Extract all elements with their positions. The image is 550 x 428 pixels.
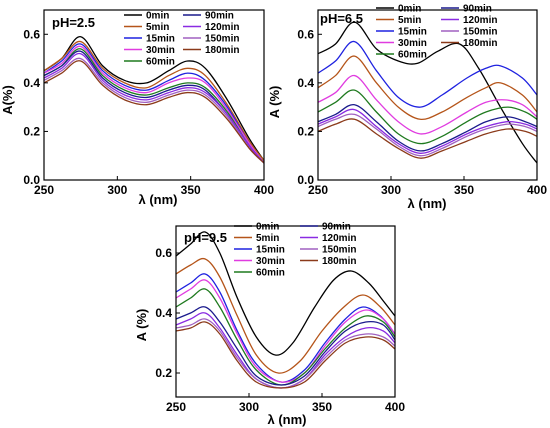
x-tick-label: 400	[385, 400, 405, 414]
x-tick-label: 350	[181, 183, 201, 197]
x-tick-label: 250	[34, 183, 54, 197]
legend-label-180min: 180min	[322, 256, 356, 267]
y-tick-label: 0.4	[23, 76, 40, 90]
panel-label: pH=2.5	[52, 15, 95, 30]
y-tick-label: 0.2	[155, 366, 172, 380]
x-tick-label: 400	[527, 183, 547, 197]
legend-label-180min: 180min	[205, 45, 239, 56]
legend-label-150min: 150min	[205, 34, 239, 45]
legend-label-120min: 120min	[463, 15, 497, 26]
legend-label-60min: 60min	[146, 57, 175, 68]
series-line-0min	[317, 21, 538, 164]
series-line-0min	[43, 36, 265, 161]
y-tick-label: 0.4	[297, 76, 314, 90]
legend-label-0min: 0min	[256, 222, 279, 233]
x-tick-label: 400	[254, 183, 274, 197]
series-line-180min	[175, 321, 396, 389]
series-line-0min	[175, 231, 396, 356]
x-axis-label: λ (nm)	[268, 412, 307, 427]
legend-label-150min: 150min	[463, 27, 497, 38]
legend-label-150min: 150min	[322, 245, 356, 256]
legend-label-5min: 5min	[398, 15, 421, 26]
x-tick-label: 350	[454, 183, 474, 197]
series-line-90min	[317, 104, 538, 152]
y-axis-label: A(%)	[0, 85, 15, 115]
series-line-30min	[317, 74, 538, 135]
series-line-15min	[317, 40, 538, 108]
y-tick-label: 0.6	[155, 246, 172, 260]
legend-label-90min: 90min	[463, 4, 492, 15]
legend-label-30min: 30min	[146, 45, 175, 56]
series-line-5min	[43, 40, 265, 161]
series-line-150min	[43, 57, 265, 164]
y-tick-label: 0.0	[23, 173, 40, 187]
series-line-120min	[43, 52, 265, 164]
legend-label-180min: 180min	[463, 38, 497, 49]
series-line-120min	[317, 108, 538, 154]
legend-label-0min: 0min	[398, 4, 421, 15]
legend-label-90min: 90min	[205, 11, 234, 22]
panel-ph-6-5: pH=6.5 λ (nm) A (%) 250 300 350 4000.00.20.…	[267, 4, 547, 212]
series-lines	[43, 36, 265, 164]
y-tick-label: 0.0	[297, 173, 314, 187]
plot-frame	[43, 9, 265, 181]
series-line-15min	[175, 273, 396, 383]
y-tick-label: 0.6	[297, 27, 314, 41]
legend-label-5min: 5min	[256, 233, 279, 244]
plot-frame	[317, 9, 538, 181]
legend-label-120min: 120min	[205, 22, 239, 33]
y-tick-label: 0.2	[23, 124, 40, 138]
legend-label-15min: 15min	[398, 27, 427, 38]
y-tick-label: 0.4	[155, 306, 172, 320]
x-tick-label: 250	[166, 400, 186, 414]
x-tick-label: 300	[381, 183, 401, 197]
series-line-150min	[317, 113, 538, 157]
series-line-30min	[43, 45, 265, 164]
panel-label: pH=9.5	[184, 230, 227, 245]
legend-label-0min: 0min	[146, 11, 169, 22]
plot-frame	[175, 225, 396, 398]
series-line-60min	[317, 89, 538, 145]
legend-label-90min: 90min	[322, 222, 351, 233]
y-tick-label: 0.2	[297, 124, 314, 138]
series-lines	[317, 21, 538, 164]
series-line-90min	[175, 306, 396, 386]
legend-label-15min: 15min	[146, 34, 175, 45]
x-tick-label: 300	[107, 183, 127, 197]
panel-ph-2-5: pH=2.5 λ (nm) A(%) 250 300 350 400 0.0 0.2 0.4…	[0, 9, 274, 207]
legend-label-15min: 15min	[256, 245, 285, 256]
series-lines	[175, 231, 396, 389]
series-line-180min	[43, 60, 265, 164]
legend-label-120min: 120min	[322, 233, 356, 244]
legend-label-60min: 60min	[398, 50, 427, 61]
x-axis-label: λ (nm)	[408, 196, 447, 211]
y-axis-label: A (%)	[267, 86, 282, 119]
legend-label-30min: 30min	[256, 256, 285, 267]
series-line-15min	[43, 43, 265, 164]
x-tick-label: 300	[239, 400, 259, 414]
y-axis-label: A (%)	[134, 309, 149, 342]
legend-label-60min: 60min	[256, 268, 285, 279]
panel-ph-9-5: pH=9.5 λ (nm) A (%) 250 300 350 400 0.2 0.4 0.…	[134, 222, 405, 428]
series-line-30min	[175, 279, 396, 383]
series-line-5min	[175, 257, 396, 374]
series-line-60min	[43, 48, 265, 164]
series-line-180min	[317, 118, 538, 159]
y-tick-label: 0.6	[23, 27, 40, 41]
x-tick-label: 250	[308, 183, 328, 197]
x-axis-label: λ (nm)	[139, 192, 178, 207]
x-tick-label: 350	[312, 400, 332, 414]
legend-label-30min: 30min	[398, 38, 427, 49]
legend-label-5min: 5min	[146, 22, 169, 33]
series-line-5min	[317, 55, 538, 121]
